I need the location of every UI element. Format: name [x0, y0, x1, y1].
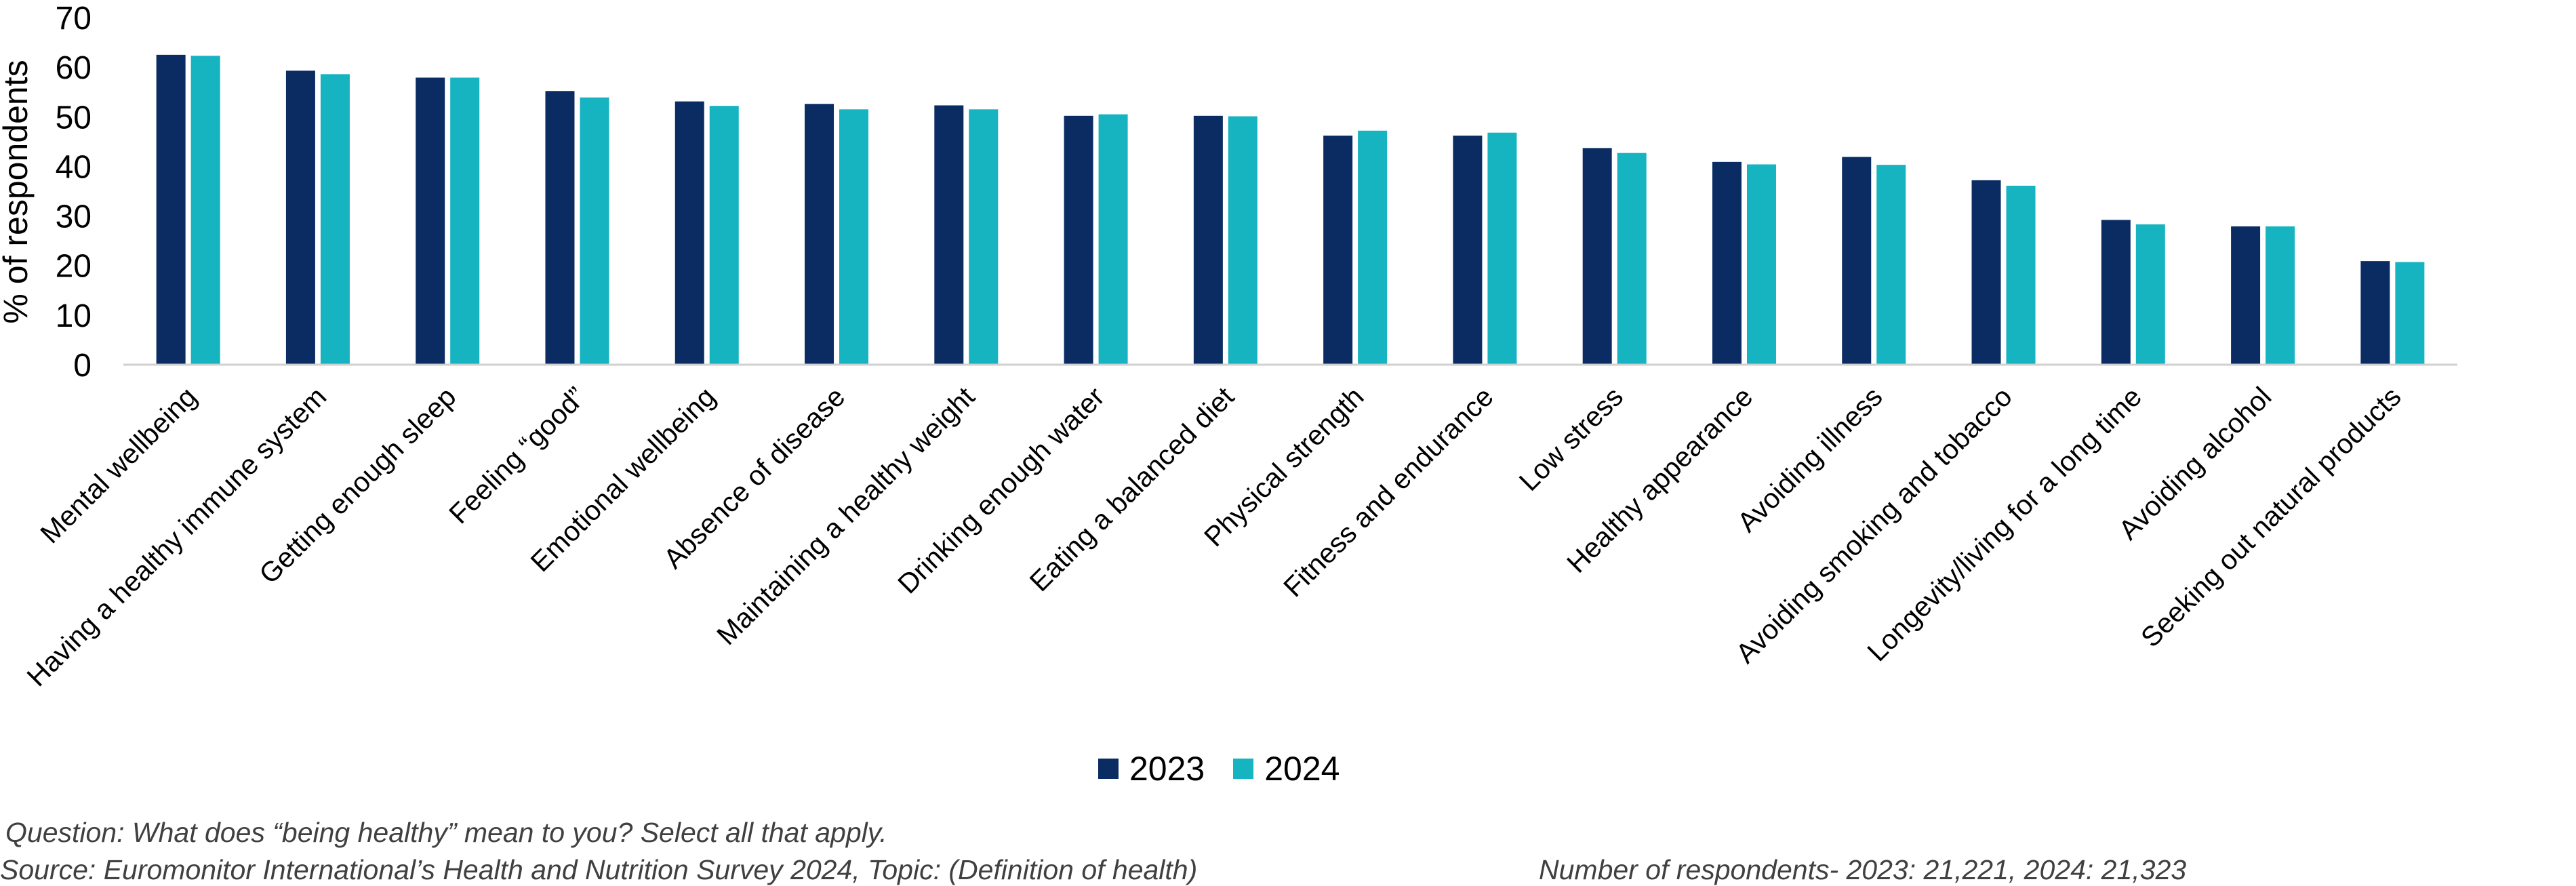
bar-2023-16: [2231, 226, 2261, 365]
legend: 2023 2024: [1098, 749, 1368, 788]
y-tick-label: 10: [56, 298, 92, 334]
bar-2024-7: [1098, 114, 1128, 365]
y-tick-label: 40: [56, 149, 92, 185]
y-tick-label: 60: [56, 50, 92, 86]
survey-question-note: Question: What does “being healthy” mean…: [5, 817, 887, 848]
bar-2023-9: [1323, 136, 1353, 365]
bar-2024-6: [969, 109, 999, 365]
bar-2023-10: [1453, 136, 1483, 365]
bar-2023-11: [1582, 148, 1612, 365]
bar-2024-16: [2266, 226, 2295, 365]
y-axis-title: % of respondents: [0, 60, 35, 323]
y-tick-label: 0: [73, 348, 92, 384]
bar-chart: % of respondents 0 10 20 30 40 50 60 70 Mental …: [0, 1, 2457, 692]
legend-label-2023: 2023: [1129, 750, 1205, 788]
x-tick-label: Maintaining a healthy weight: [710, 380, 981, 651]
bar-2024-0: [190, 56, 220, 365]
x-tick-label: Feeling “good”: [443, 381, 591, 529]
x-tick-label: Seeking out natural products: [2135, 381, 2407, 653]
bar-2024-14: [2006, 185, 2036, 365]
bar-2024-3: [580, 97, 609, 365]
x-tick-label: Drinking enough water: [891, 381, 1110, 600]
bar-2024-13: [1876, 165, 1906, 365]
bar-2023-3: [545, 91, 575, 365]
y-axis-ticks: 0 10 20 30 40 50 60 70: [56, 1, 92, 384]
bar-2023-6: [934, 105, 964, 365]
bar-2024-5: [839, 109, 869, 365]
bar-2024-10: [1487, 132, 1517, 365]
bar-2024-2: [450, 77, 480, 365]
bar-2023-12: [1712, 161, 1742, 365]
bar-2023-4: [675, 101, 704, 365]
bars: [156, 54, 2425, 365]
legend-item-2023: 2023: [1098, 749, 1205, 788]
y-tick-label: 30: [56, 199, 92, 235]
source-note: Source: Euromonitor International’s Heal…: [0, 854, 1198, 885]
bar-2023-17: [2360, 261, 2390, 365]
legend-swatch-2023: [1098, 759, 1119, 779]
bar-2024-15: [2135, 224, 2165, 365]
bar-2023-15: [2101, 220, 2131, 365]
bar-2023-7: [1064, 115, 1093, 365]
x-tick-label: Longevity/living for a long time: [1861, 381, 2148, 668]
y-tick-label: 50: [56, 100, 92, 136]
bar-2024-8: [1228, 116, 1257, 365]
bar-2024-4: [709, 106, 739, 365]
bar-2023-2: [416, 77, 445, 365]
bar-2024-1: [320, 74, 350, 365]
bar-2024-9: [1358, 130, 1388, 365]
bar-2023-8: [1193, 115, 1223, 365]
legend-item-2024: 2024: [1233, 749, 1340, 788]
legend-swatch-2024: [1233, 759, 1254, 779]
bar-2024-12: [1746, 164, 1776, 365]
x-tick-label: Fitness and endurance: [1277, 381, 1499, 603]
x-tick-label: Avoiding smoking and tobacco: [1730, 381, 2018, 669]
bar-2024-11: [1617, 153, 1647, 365]
bar-2023-14: [1971, 180, 2001, 365]
x-tick-label: Low stress: [1513, 381, 1629, 497]
y-tick-label: 20: [56, 249, 92, 285]
y-tick-label: 70: [56, 1, 92, 37]
bar-2024-17: [2395, 262, 2425, 365]
bar-2023-1: [285, 71, 315, 365]
bar-2023-5: [805, 104, 834, 365]
bar-2023-0: [156, 54, 186, 365]
respondents-note: Number of respondents- 2023: 21,221, 202…: [1539, 854, 2187, 885]
legend-label-2024: 2024: [1264, 750, 1340, 788]
bar-2023-13: [1842, 157, 1872, 365]
